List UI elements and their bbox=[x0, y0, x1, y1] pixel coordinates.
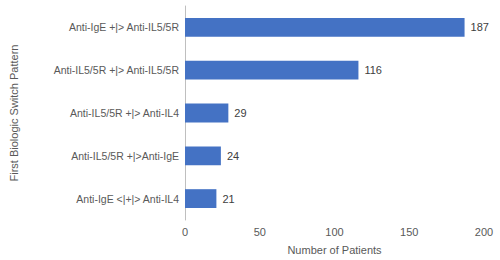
svg-text:0: 0 bbox=[182, 226, 188, 238]
svg-text:116: 116 bbox=[364, 64, 382, 76]
svg-text:Anti-IL5/5R +|> Anti-IL4: Anti-IL5/5R +|> Anti-IL4 bbox=[70, 107, 179, 119]
svg-text:24: 24 bbox=[227, 150, 239, 162]
svg-text:Anti-IL5/5R +|>Anti-IgE: Anti-IL5/5R +|>Anti-IgE bbox=[71, 150, 179, 162]
svg-text:21: 21 bbox=[222, 193, 234, 205]
svg-text:First Biologic Switch Pattern: First Biologic Switch Pattern bbox=[8, 45, 20, 182]
svg-text:Anti-IgE <|+|> Anti-IL4: Anti-IgE <|+|> Anti-IL4 bbox=[76, 193, 179, 205]
svg-text:150: 150 bbox=[400, 226, 418, 238]
svg-text:Number of Patients: Number of Patients bbox=[287, 244, 382, 256]
svg-text:Anti-IL5/5R +|> Anti-IL5/5R: Anti-IL5/5R +|> Anti-IL5/5R bbox=[54, 64, 180, 76]
svg-text:100: 100 bbox=[325, 226, 343, 238]
svg-text:50: 50 bbox=[254, 226, 266, 238]
svg-text:200: 200 bbox=[475, 226, 493, 238]
svg-text:29: 29 bbox=[234, 107, 246, 119]
svg-text:187: 187 bbox=[471, 21, 489, 33]
svg-text:Anti-IgE +|> Anti-IL5/5R: Anti-IgE +|> Anti-IL5/5R bbox=[69, 21, 180, 33]
